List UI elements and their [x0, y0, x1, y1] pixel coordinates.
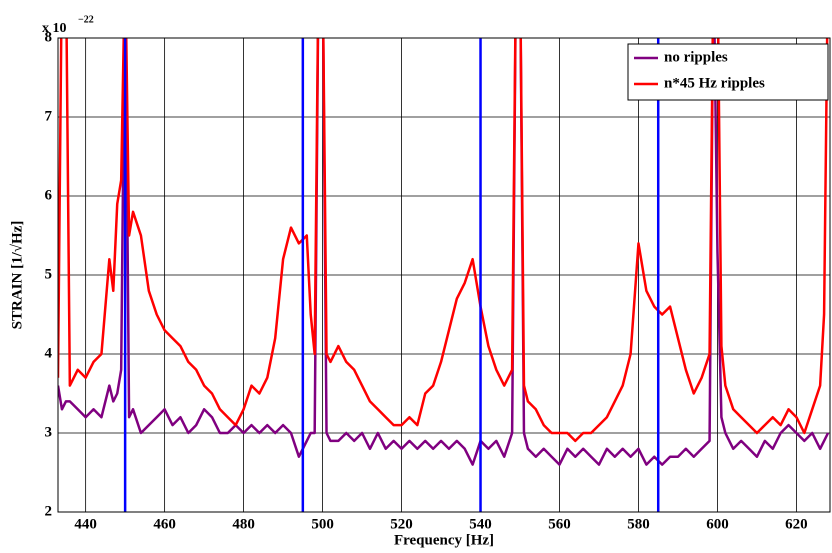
- y-tick-label: 4: [45, 345, 53, 361]
- x-axis-label: Frequency [Hz]: [394, 532, 494, 548]
- y-multiplier-exponent: −22: [78, 14, 94, 25]
- y-axis-label: STRAIN [1/√Hz]: [9, 221, 25, 330]
- x-tick-label: 600: [706, 516, 729, 532]
- legend-box: [627, 43, 829, 101]
- x-tick-label: 520: [390, 516, 413, 532]
- y-tick-label: 8: [45, 29, 53, 45]
- y-tick-label: 5: [45, 266, 53, 282]
- x-tick-label: 480: [232, 516, 255, 532]
- x-tick-label: 460: [153, 516, 176, 532]
- series-line: [58, 38, 829, 443]
- y-multiplier: x 10: [42, 21, 67, 36]
- x-tick-label: 500: [311, 516, 334, 532]
- x-tick-label: 560: [548, 516, 571, 532]
- plot-frame: [57, 37, 831, 513]
- legend-label: no ripples: [664, 49, 728, 65]
- legend-label: n*45 Hz ripples: [664, 75, 765, 91]
- plot-layer: [58, 38, 830, 512]
- y-tick-label: 2: [45, 503, 53, 519]
- y-tick-label: 7: [45, 108, 53, 124]
- x-tick-label: 440: [74, 516, 97, 532]
- x-tick-label: 580: [627, 516, 650, 532]
- x-tick-label: 540: [469, 516, 492, 532]
- y-tick-label: 3: [45, 424, 53, 440]
- x-tick-label: 620: [785, 516, 808, 532]
- series-line: [58, 38, 830, 466]
- y-tick-label: 6: [45, 187, 53, 203]
